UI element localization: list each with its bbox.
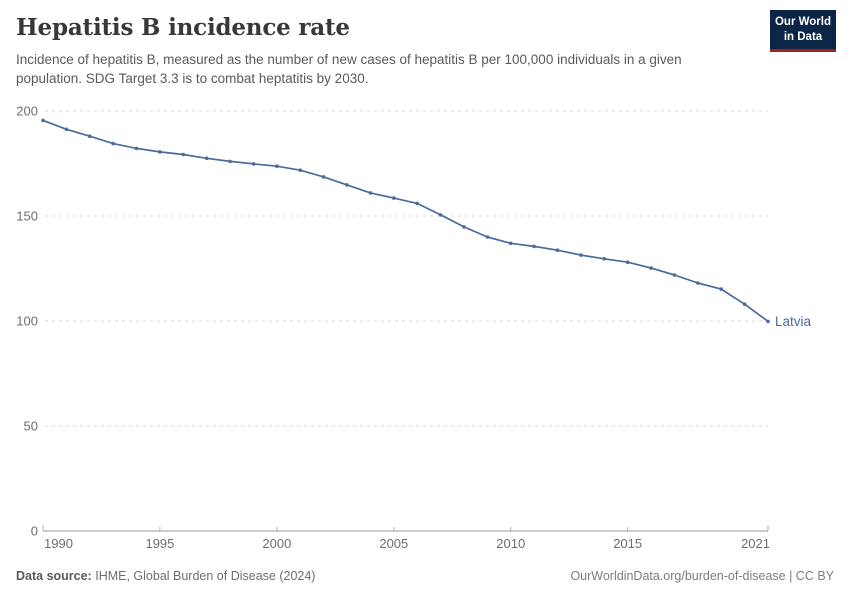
y-axis-label: 50	[24, 419, 38, 434]
data-point	[392, 196, 396, 200]
data-point	[275, 164, 279, 168]
footer-citation-link[interactable]: OurWorldinData.org/burden-of-disease | C…	[570, 569, 834, 583]
page-title: Hepatitis B incidence rate	[16, 14, 350, 41]
data-point	[345, 183, 349, 187]
owid-logo-line1: Our World	[774, 16, 831, 28]
data-point	[579, 253, 583, 257]
data-point	[41, 118, 45, 123]
x-axis-label: 1990	[44, 536, 73, 551]
data-point	[251, 162, 256, 166]
data-source-label: Data source:	[16, 569, 92, 583]
x-axis-label: 2015	[613, 536, 642, 551]
data-source: Data source: IHME, Global Burden of Dise…	[16, 569, 315, 583]
data-point	[462, 225, 466, 229]
owid-logo: Our World in Data	[770, 10, 836, 52]
data-point	[602, 257, 607, 261]
data-point	[321, 175, 326, 179]
data-point	[742, 302, 747, 306]
data-point	[204, 156, 209, 161]
x-axis-label: 1995	[145, 536, 174, 551]
trend-line	[42, 119, 769, 323]
data-point	[649, 266, 653, 270]
x-axis-label: 2000	[262, 536, 291, 551]
series-end-label: Latvia	[775, 314, 812, 329]
y-axis-label: 100	[16, 314, 38, 329]
data-point	[134, 146, 139, 151]
data-point	[532, 244, 536, 249]
x-axis-label: 2021	[741, 536, 770, 551]
data-point	[415, 201, 420, 206]
owid-logo-line2: in Data	[783, 30, 823, 43]
line-chart: 0 50 100 150 200 1990 1995 2000 2005 2010 2015 2021…	[16, 104, 812, 552]
data-point	[368, 191, 373, 195]
data-point	[111, 141, 115, 146]
y-axis-label: 150	[16, 209, 38, 224]
x-axis-label: 2005	[379, 536, 408, 551]
data-point	[672, 273, 677, 277]
data-point	[64, 127, 69, 132]
x-axis-label: 2010	[496, 536, 525, 551]
y-axis-label: 200	[16, 104, 38, 119]
data-point	[625, 260, 630, 264]
chart-subtitle: Incidence of hepatitis B, measured as th…	[16, 52, 682, 86]
data-point	[88, 134, 92, 138]
data-point	[719, 287, 723, 291]
data-point	[228, 159, 232, 164]
data-point	[298, 168, 303, 172]
data-point	[508, 241, 513, 246]
data-point	[438, 213, 443, 217]
data-point	[696, 281, 700, 285]
data-point	[158, 150, 162, 154]
data-point	[181, 152, 186, 157]
data-point	[555, 248, 560, 252]
data-source-text: IHME, Global Burden of Disease (2024)	[95, 569, 316, 583]
y-axis-label: 0	[31, 524, 38, 539]
data-point	[485, 235, 490, 239]
data-point	[766, 319, 770, 324]
